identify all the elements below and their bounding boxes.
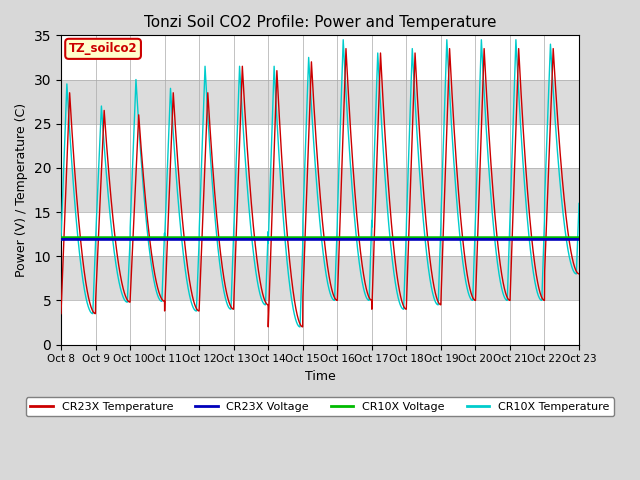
- Bar: [61, 168, 579, 212]
- Bar: [61, 124, 579, 168]
- Y-axis label: Power (V) / Temperature (C): Power (V) / Temperature (C): [15, 103, 28, 277]
- X-axis label: Time: Time: [305, 370, 335, 383]
- Bar: [61, 300, 579, 345]
- Text: TZ_soilco2: TZ_soilco2: [68, 42, 138, 55]
- Bar: [61, 256, 579, 300]
- Legend: CR23X Temperature, CR23X Voltage, CR10X Voltage, CR10X Temperature: CR23X Temperature, CR23X Voltage, CR10X …: [26, 397, 614, 416]
- Bar: [61, 80, 579, 124]
- Bar: [61, 36, 579, 80]
- Bar: [61, 212, 579, 256]
- Title: Tonzi Soil CO2 Profile: Power and Temperature: Tonzi Soil CO2 Profile: Power and Temper…: [144, 15, 496, 30]
